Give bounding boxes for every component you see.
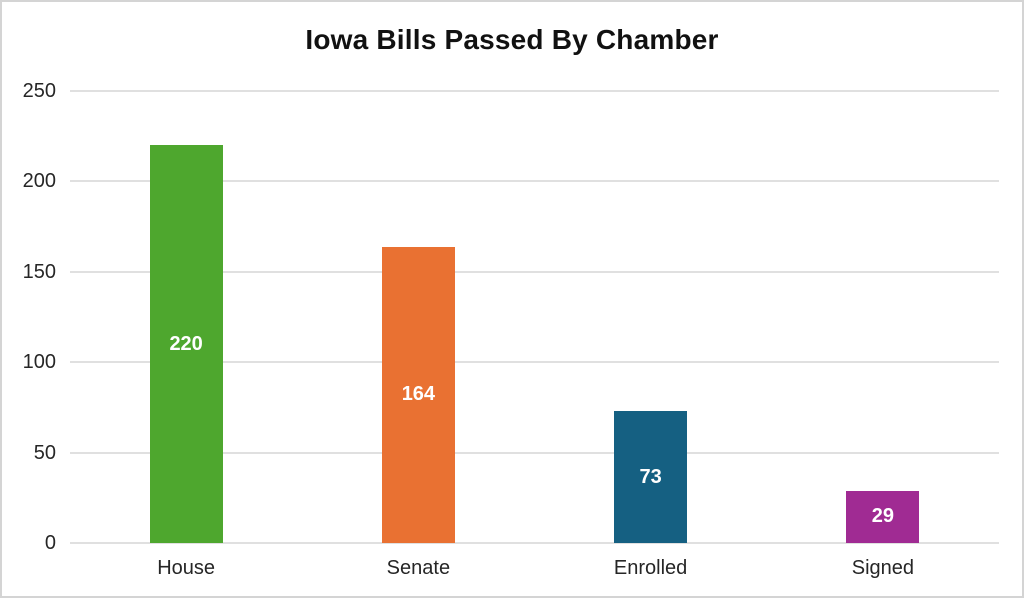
y-axis-tick-label: 150	[22, 260, 56, 283]
plot-area: 0 50 100 150 200 250 220 House 164 Senate 73 Enroll…	[23, 80, 999, 579]
gridline	[70, 90, 999, 92]
gridline	[70, 270, 999, 273]
x-axis-category-label: Signed	[851, 557, 915, 579]
bar-value-label: 73	[639, 465, 662, 488]
y-axis-tick-label: 200	[22, 170, 56, 193]
gridline	[70, 542, 999, 544]
gridline	[70, 361, 999, 364]
x-axis-category-label: Senate	[386, 557, 451, 579]
x-axis-category-label: Enrolled	[613, 557, 688, 579]
gridline	[70, 451, 999, 454]
y-axis-tick-label: 50	[33, 441, 56, 464]
y-axis-tick-label: 250	[22, 80, 56, 102]
bar-senate: 164	[381, 246, 455, 543]
chart-title: Iowa Bills Passed By Chamber	[305, 24, 719, 55]
y-axis-tick-label: 0	[44, 532, 56, 554]
bar-value-label: 164	[401, 383, 436, 406]
bar-value-label: 29	[871, 505, 894, 528]
y-axis-tick-label: 100	[22, 351, 56, 374]
bar-house: 220	[149, 145, 223, 543]
gridline	[70, 180, 999, 183]
bar-signed: 29	[846, 490, 920, 543]
bar-enrolled: 73	[614, 411, 688, 543]
x-axis-category-label: House	[157, 557, 216, 579]
bar-value-label: 220	[169, 332, 203, 355]
